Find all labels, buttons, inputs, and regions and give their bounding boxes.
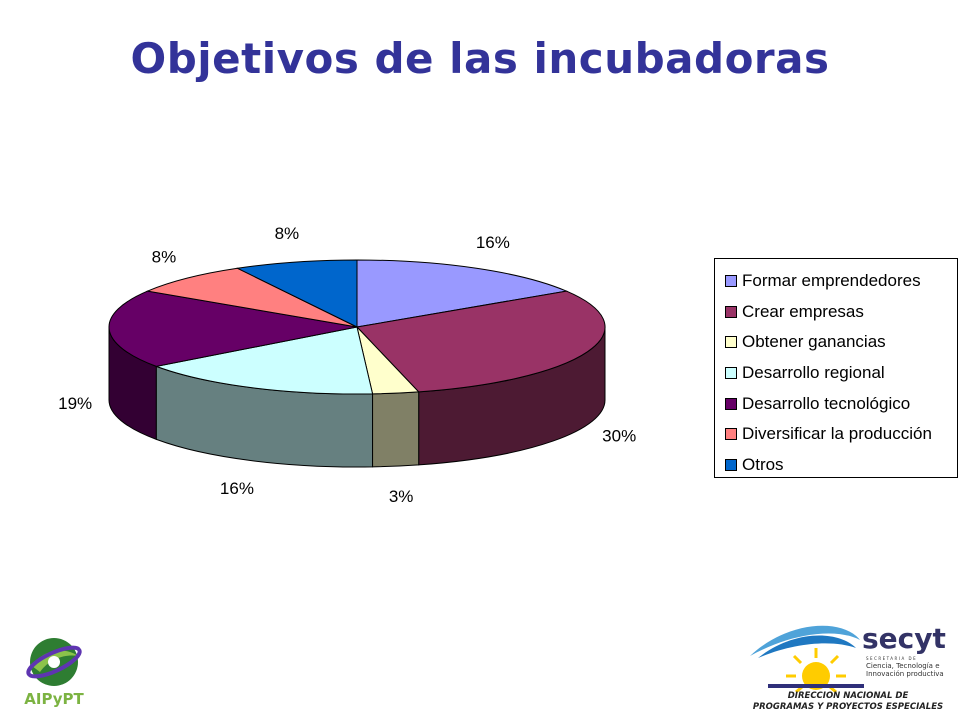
aipypt-logo-text: AIPyPT xyxy=(24,690,84,708)
legend-item-6: Otros xyxy=(725,450,957,481)
pie-slice-label-3: 16% xyxy=(220,479,254,498)
secyt-line1: SECRETARIA DE xyxy=(866,656,917,661)
secyt-footer1: DIRECCION NACIONAL DE xyxy=(788,691,909,701)
pie-slice-label-0: 16% xyxy=(476,233,510,252)
pie-slice-6 xyxy=(235,259,358,328)
legend-swatch-5 xyxy=(725,428,737,441)
secyt-logo: secyt SECRETARIA DE Ciencia, Tecnología … xyxy=(750,622,946,712)
legend-label-5: Diversificar la producción xyxy=(742,424,932,444)
secyt-line3: Innovación productiva xyxy=(866,670,944,678)
aipypt-logo: AIPyPT xyxy=(24,638,84,708)
page-title: Objetivos de las incubadoras xyxy=(130,34,830,83)
pie-slice-1 xyxy=(355,290,606,393)
legend-label-1: Crear empresas xyxy=(742,301,864,321)
legend-label-3: Desarrollo regional xyxy=(742,363,885,383)
legend-swatch-1 xyxy=(725,305,737,318)
pie-slice-side-2 xyxy=(372,391,420,468)
pie-side-group xyxy=(108,326,606,468)
secyt-brand: secyt xyxy=(862,622,946,655)
pie-slice-5 xyxy=(145,267,358,328)
legend-item-0: Formar emprendedores xyxy=(725,266,957,297)
legend-swatch-4 xyxy=(725,397,737,410)
legend-swatch-6 xyxy=(725,458,737,471)
secyt-footer2: PROGRAMAS Y PROYECTOS ESPECIALES xyxy=(753,702,943,712)
pie-slice-3 xyxy=(154,326,374,395)
legend-label-0: Formar emprendedores xyxy=(742,271,921,291)
legend-item-2: Obtener ganancias xyxy=(725,327,957,358)
legend-item-5: Diversificar la producción xyxy=(725,419,957,450)
pie-label-group: 16% 30% 3% 16% 19% 8% 8% xyxy=(58,224,636,506)
pie-slice-label-2: 3% xyxy=(389,487,414,506)
legend-label-2: Obtener ganancias xyxy=(742,332,886,352)
pie-slice-0 xyxy=(356,259,569,328)
chart-legend: Formar emprendedores Crear empresas Obtene… xyxy=(714,258,958,478)
legend-label-4: Desarrollo tecnológico xyxy=(742,393,911,413)
legend-label-6: Otros xyxy=(742,454,784,474)
legend-item-1: Crear empresas xyxy=(725,297,957,328)
legend-swatch-0 xyxy=(725,275,737,288)
pie-slice-label-6: 8% xyxy=(275,224,300,243)
pie-top-group xyxy=(108,259,606,395)
pie-slice-label-1: 30% xyxy=(602,427,636,446)
legend-item-3: Desarrollo regional xyxy=(725,358,957,389)
sun-icon xyxy=(786,648,846,694)
legend-item-4: Desarrollo tecnológico xyxy=(725,388,957,419)
pie-slice-4 xyxy=(108,290,358,367)
pie-slice-label-5: 8% xyxy=(152,247,177,266)
secyt-line2: Ciencia, Tecnología e xyxy=(866,662,940,670)
legend-swatch-3 xyxy=(725,367,737,380)
pie-slice-label-4: 19% xyxy=(58,394,92,413)
legend-swatch-2 xyxy=(725,336,737,349)
